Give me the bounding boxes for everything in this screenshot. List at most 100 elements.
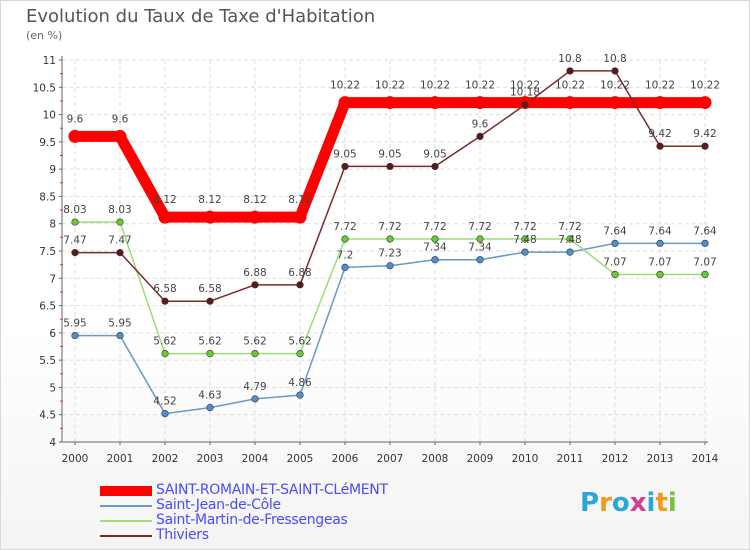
- logo-letter: x: [629, 488, 647, 518]
- data-point: [338, 96, 352, 110]
- logo-letter: P: [580, 488, 600, 518]
- data-label: 7.72: [423, 221, 446, 233]
- data-label: 7.48: [558, 234, 581, 246]
- x-tick-label: 2001: [107, 453, 134, 465]
- x-tick-label: 2000: [62, 453, 89, 465]
- x-tick-label: 2004: [242, 453, 269, 465]
- data-point: [341, 162, 349, 171]
- data-point: [608, 96, 622, 110]
- data-label: 8.12: [198, 194, 221, 206]
- line-chart-plot: 4 4.5 5 5.5 6 6.5 7 7.5 8 8.5 9 9.5 10 10.5 11 2000 2001…: [33, 53, 720, 465]
- data-point: [521, 248, 529, 256]
- data-label: 10.8: [558, 53, 581, 65]
- data-label: 10.22: [600, 80, 630, 92]
- data-label: 10.22: [555, 80, 585, 92]
- data-label: 8.12: [153, 194, 176, 206]
- data-label: 10.22: [690, 80, 720, 92]
- data-label: 10.22: [420, 80, 450, 92]
- data-label: 7.07: [693, 256, 716, 268]
- data-label: 9.42: [648, 128, 671, 140]
- x-tick-label: 2002: [152, 453, 179, 465]
- data-label: 4.79: [243, 381, 266, 393]
- chart-title: Evolution du Taux de Taxe d'Habitation: [26, 6, 376, 27]
- data-point: [566, 67, 574, 75]
- legend-swatch: [100, 486, 152, 496]
- logo-letter: r: [599, 488, 612, 518]
- chart-subtitle: (en %): [26, 29, 63, 42]
- data-point: [206, 349, 214, 358]
- data-point: [68, 129, 82, 143]
- data-point: [296, 281, 304, 289]
- legend-swatch: [100, 505, 152, 507]
- data-label: 9.6: [472, 118, 489, 130]
- y-tick-label: 4: [49, 437, 56, 449]
- y-tick-label: 6: [49, 328, 56, 340]
- data-point: [341, 263, 349, 271]
- legend-swatch: [100, 520, 152, 522]
- data-label: 8.12: [288, 194, 311, 206]
- data-label: 7.64: [693, 225, 717, 237]
- x-tick-label: 2011: [557, 453, 584, 465]
- data-label: 7.07: [603, 256, 626, 268]
- y-tick-label: 7.5: [39, 246, 56, 258]
- data-label: 9.05: [378, 148, 401, 160]
- data-point: [566, 248, 574, 256]
- data-point: [116, 331, 124, 340]
- data-point: [113, 129, 127, 143]
- data-label: 6.58: [153, 283, 176, 295]
- data-point: [431, 256, 439, 264]
- data-label: 8.12: [243, 194, 266, 206]
- data-label: 7.47: [108, 235, 131, 247]
- data-point: [428, 96, 442, 110]
- data-label: 7.72: [558, 221, 581, 233]
- y-tick-label: 10.5: [33, 82, 56, 94]
- data-label: 5.62: [198, 336, 221, 348]
- data-label: 5.95: [63, 318, 86, 330]
- data-label: 7.07: [648, 256, 671, 268]
- legend-label: Saint-Martin-de-Fressengeas: [156, 512, 348, 528]
- data-label: 8.03: [108, 204, 131, 216]
- data-point: [653, 96, 667, 110]
- data-point: [383, 96, 397, 110]
- data-point: [698, 96, 712, 110]
- x-tick-label: 2013: [647, 453, 674, 465]
- data-point: [251, 349, 259, 358]
- data-point: [251, 395, 259, 403]
- x-tick-label: 2006: [332, 453, 359, 465]
- data-point: [611, 270, 619, 279]
- data-label: 9.42: [693, 128, 716, 140]
- logo-letter: t: [655, 488, 668, 518]
- y-tick-label: 11: [43, 55, 56, 67]
- data-label: 7.72: [513, 221, 536, 233]
- data-point: [473, 96, 487, 110]
- data-label: 10.22: [375, 80, 405, 92]
- data-label: 7.72: [333, 221, 356, 233]
- data-label: 4.63: [198, 390, 221, 402]
- data-label: 9.6: [112, 113, 129, 125]
- data-label: 9.05: [423, 148, 446, 160]
- data-point: [206, 404, 214, 412]
- data-point: [296, 349, 304, 358]
- data-point: [701, 142, 709, 150]
- x-tick-label: 2009: [467, 453, 494, 465]
- data-point: [161, 410, 169, 418]
- data-label: 5.62: [153, 336, 176, 348]
- y-tick-label: 5.5: [39, 355, 56, 367]
- data-point: [476, 256, 484, 264]
- data-label: 4.52: [153, 396, 176, 408]
- logo-letter: i: [667, 488, 677, 518]
- data-label: 7.47: [63, 235, 86, 247]
- x-tick-label: 2008: [422, 453, 449, 465]
- y-tick-label: 7: [49, 273, 56, 285]
- data-point: [431, 162, 439, 171]
- data-point: [563, 96, 577, 110]
- data-point: [116, 249, 124, 257]
- data-point: [293, 210, 307, 224]
- data-point: [161, 349, 169, 358]
- data-point: [476, 132, 484, 140]
- x-tick-label: 2012: [602, 453, 629, 465]
- data-point: [386, 235, 394, 243]
- data-label: 6.88: [243, 267, 266, 279]
- data-point: [521, 101, 529, 109]
- data-label: 7.48: [513, 234, 536, 246]
